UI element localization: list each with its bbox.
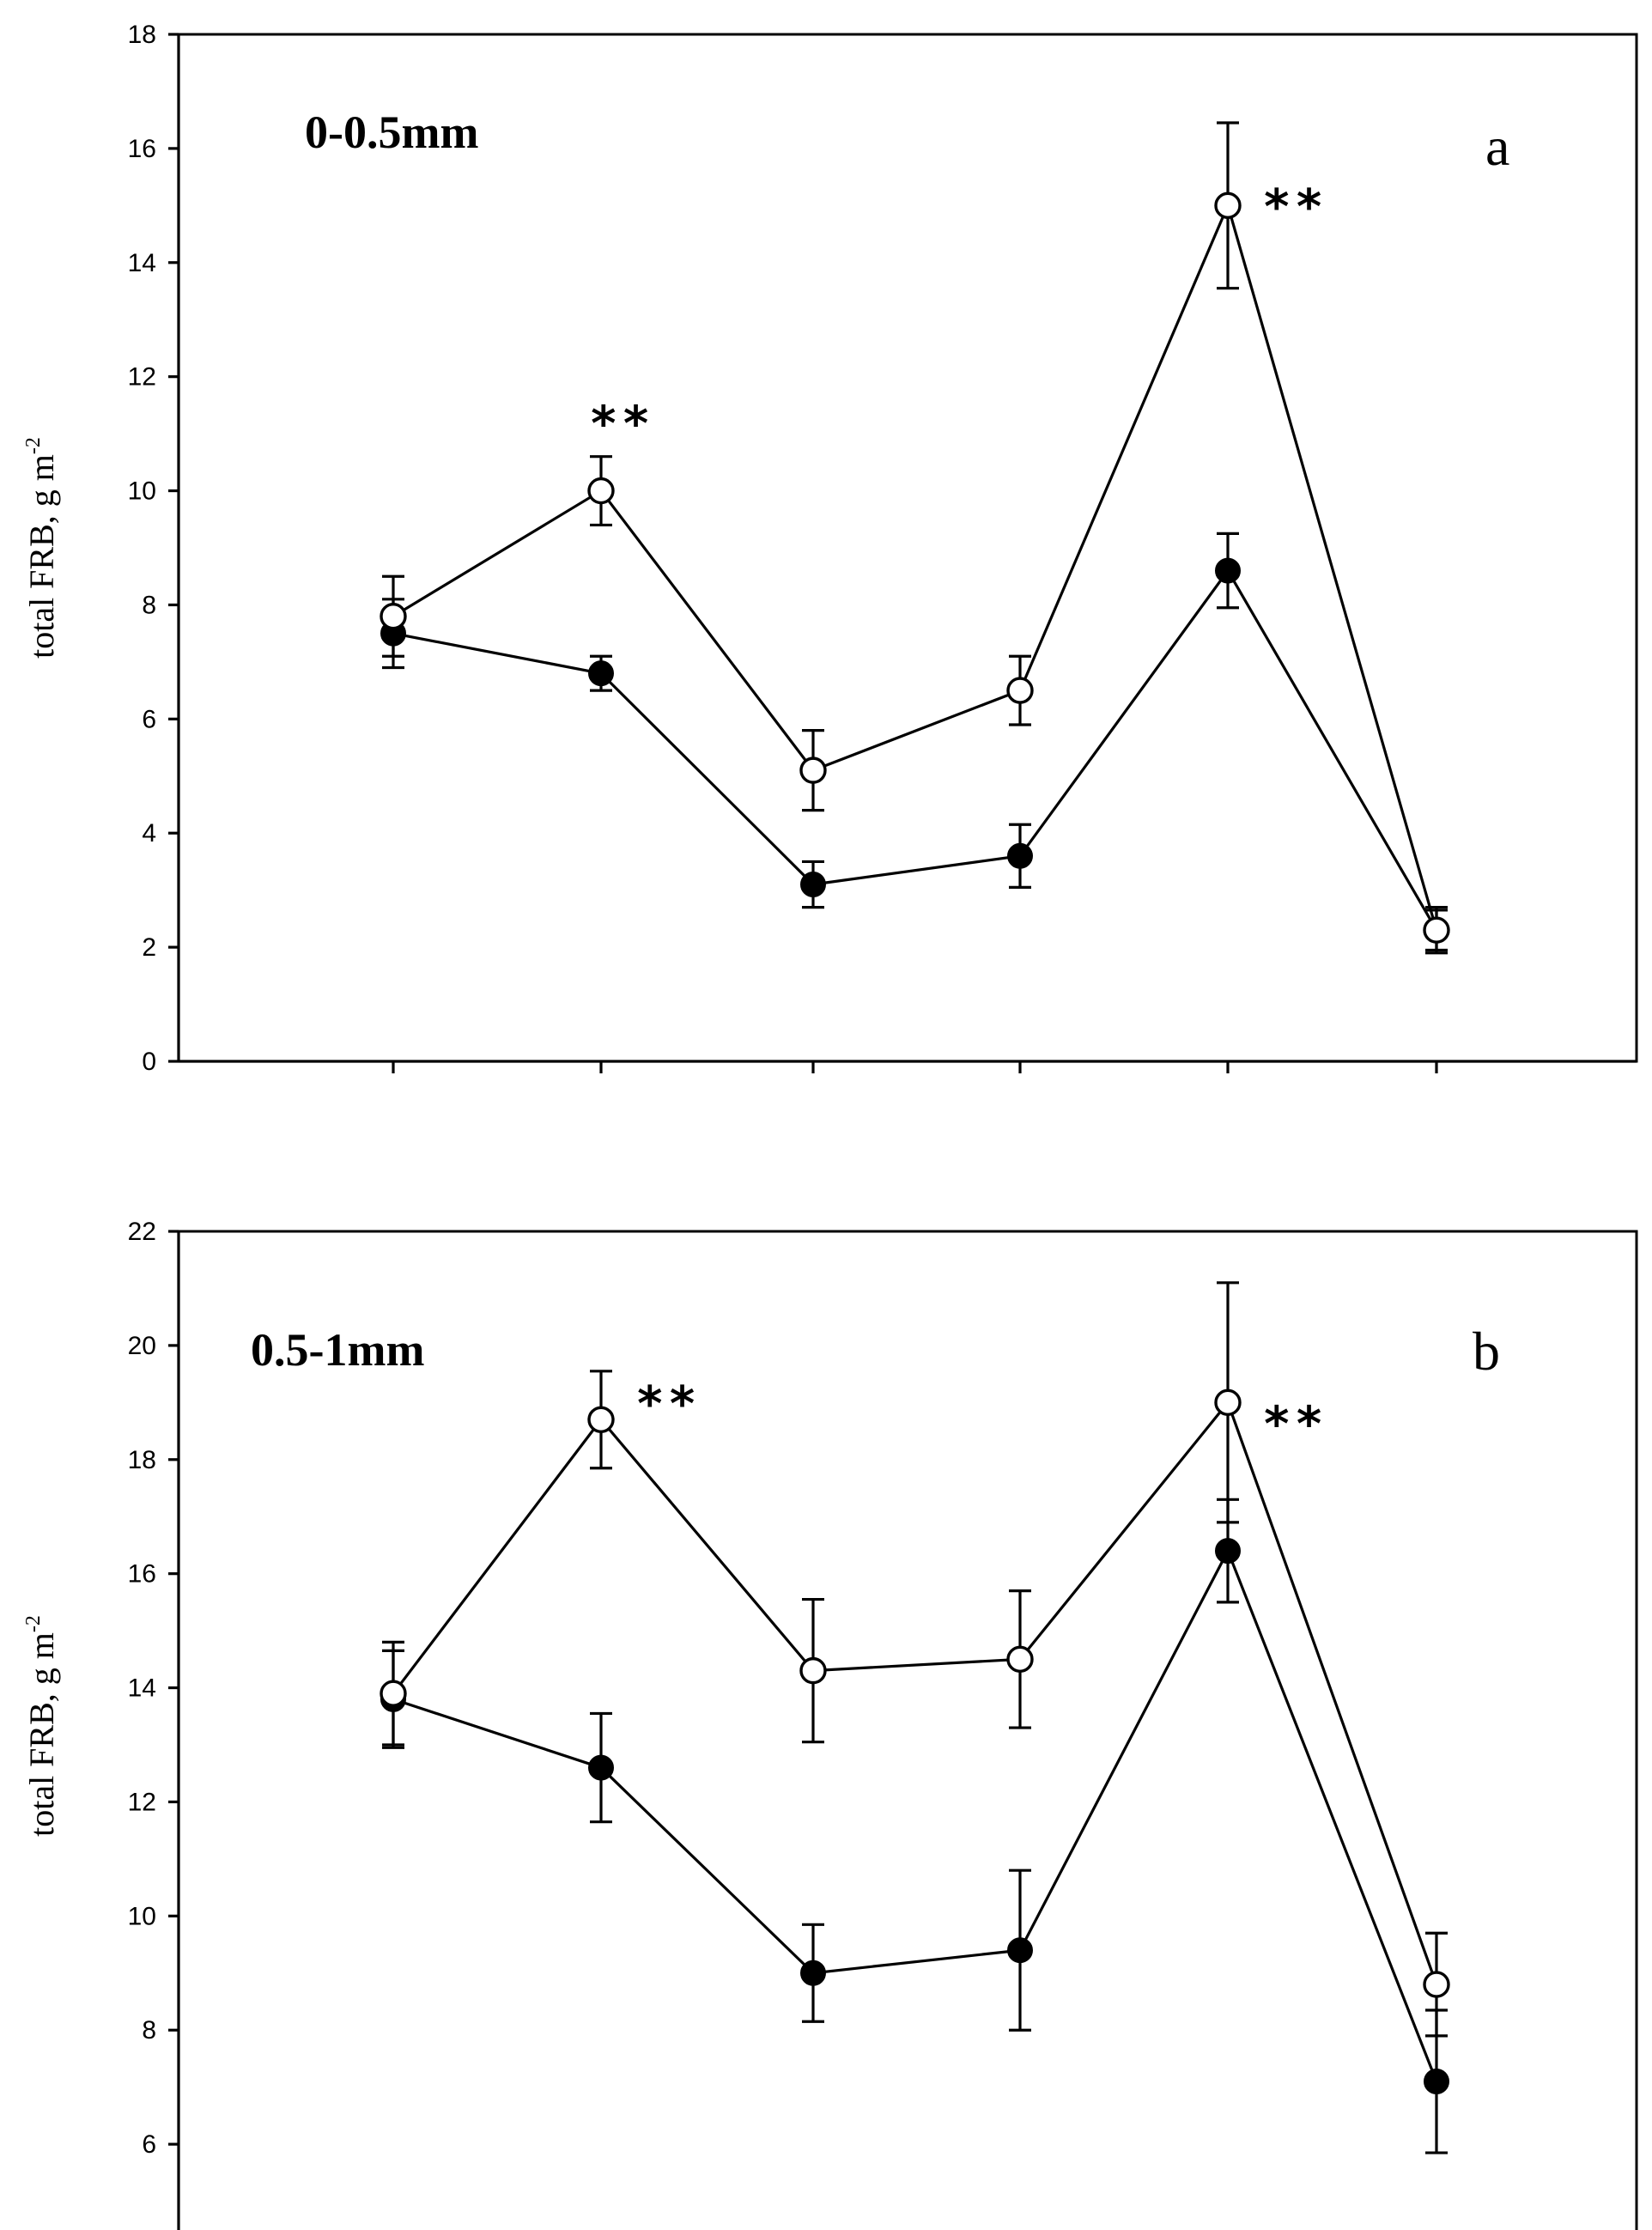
y-axis-label-b: total FRB, g m-2 bbox=[22, 1615, 61, 1837]
size-class-label-b: 0.5-1mm bbox=[251, 1324, 424, 1376]
data-point-b-open-5 bbox=[1423, 1971, 1450, 1998]
y-axis-label-superscript-b: -2 bbox=[22, 1615, 45, 1632]
y-tick-label-a-7: 14 bbox=[128, 249, 156, 277]
data-point-b-open-0 bbox=[380, 1680, 407, 1707]
y-axis-label-text-a: total FRB, g m bbox=[22, 454, 61, 659]
data-point-a-open-2 bbox=[799, 756, 827, 784]
y-tick-label-a-0: 0 bbox=[142, 1048, 156, 1076]
y-tick-label-b-1: 6 bbox=[142, 2130, 156, 2159]
y-tick-label-a-1: 2 bbox=[142, 933, 156, 962]
data-point-a-filled-3 bbox=[1007, 842, 1033, 869]
series-line-b-filled bbox=[392, 1547, 1438, 2082]
series-group-a bbox=[380, 121, 1450, 955]
data-point-b-open-3 bbox=[1006, 1645, 1034, 1674]
data-point-b-open-4 bbox=[1214, 1388, 1242, 1417]
data-point-b-filled-5 bbox=[1424, 2069, 1449, 2095]
y-tick-label-a-6: 12 bbox=[128, 363, 156, 392]
data-point-b-filled-4 bbox=[1215, 1538, 1241, 1565]
data-point-b-open-2 bbox=[799, 1656, 827, 1685]
data-point-b-filled-3 bbox=[1007, 1937, 1033, 1964]
y-axis-label-a: total FRB, g m-2 bbox=[22, 437, 61, 659]
series-line-a-open bbox=[392, 201, 1438, 931]
data-point-a-filled-4 bbox=[1215, 557, 1241, 584]
y-tick-label-a-8: 16 bbox=[128, 135, 156, 163]
data-point-a-open-5 bbox=[1423, 916, 1450, 944]
significance-marker-a-0: ** bbox=[589, 397, 653, 453]
y-tick-label-b-5: 14 bbox=[128, 1674, 156, 1703]
x-ticks-a bbox=[392, 1061, 1438, 1073]
y-axis-label-text-b: total FRB, g m bbox=[22, 1632, 61, 1837]
y-ticks-b: 46810121416182022 bbox=[128, 1218, 179, 2159]
series-line-b-open bbox=[392, 1400, 1438, 1985]
data-point-a-open-1 bbox=[587, 477, 615, 505]
data-point-b-filled-2 bbox=[800, 1960, 826, 1986]
y-tick-label-a-3: 6 bbox=[142, 705, 156, 733]
y-tick-label-b-4: 12 bbox=[128, 1788, 156, 1816]
significance-annotations-b: ** ** bbox=[635, 1376, 1327, 1452]
size-class-label-a: 0-0.5mm bbox=[305, 106, 478, 158]
data-point-a-open-3 bbox=[1006, 677, 1034, 704]
y-tick-label-a-9: 18 bbox=[128, 21, 156, 49]
series-group-b bbox=[380, 1281, 1450, 2154]
panel-a: 0 2 4 6 8 10 12 14 16 18 total FRB, g m-2 0-0.5mm… bbox=[22, 21, 1638, 1076]
y-tick-label-b-7: 18 bbox=[128, 1446, 156, 1474]
significance-marker-b-0: ** bbox=[635, 1376, 700, 1432]
data-point-a-open-0 bbox=[380, 603, 407, 630]
y-tick-label-a-5: 10 bbox=[128, 477, 156, 506]
y-tick-label-b-8: 20 bbox=[128, 1332, 156, 1360]
panel-letter-a: a bbox=[1485, 116, 1509, 177]
significance-annotations-a: ** ** bbox=[589, 179, 1327, 453]
y-ticks-a: 0 2 4 6 8 10 12 14 16 18 bbox=[128, 21, 179, 1076]
series-line-a-filled bbox=[392, 568, 1438, 931]
y-axis-label-superscript-a: -2 bbox=[22, 437, 45, 454]
y-tick-label-b-9: 22 bbox=[128, 1218, 156, 1246]
y-tick-label-a-4: 8 bbox=[142, 591, 156, 619]
data-point-b-filled-1 bbox=[588, 1754, 614, 1781]
data-point-b-open-1 bbox=[587, 1406, 615, 1433]
data-point-a-filled-2 bbox=[800, 872, 826, 898]
panel-letter-b: b bbox=[1473, 1321, 1500, 1382]
panel-b: 46810121416182022 total FRB, g m-2 0.5-1… bbox=[22, 1218, 1638, 2230]
y-tick-label-b-3: 10 bbox=[128, 1902, 156, 1930]
y-tick-label-a-2: 4 bbox=[142, 819, 156, 848]
significance-marker-b-1: ** bbox=[1262, 1396, 1327, 1452]
data-point-a-filled-1 bbox=[588, 660, 614, 687]
y-tick-label-b-6: 16 bbox=[128, 1560, 156, 1589]
significance-marker-a-1: ** bbox=[1262, 179, 1327, 235]
y-tick-label-b-2: 8 bbox=[142, 2016, 156, 2045]
data-point-a-open-4 bbox=[1214, 191, 1242, 220]
